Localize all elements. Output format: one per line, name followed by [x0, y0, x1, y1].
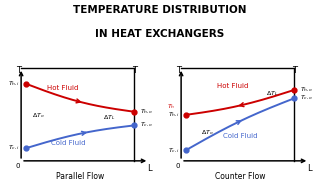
- Text: $T_{h,i}$: $T_{h,i}$: [8, 80, 20, 88]
- Text: $\Delta T_o$: $\Delta T_o$: [201, 128, 214, 137]
- Text: T: T: [16, 66, 21, 75]
- Text: T: T: [132, 66, 137, 75]
- Text: Counter Flow: Counter Flow: [215, 172, 265, 180]
- Text: TEMPERATURE DISTRIBUTION: TEMPERATURE DISTRIBUTION: [73, 5, 247, 15]
- Text: $T_{h,o}$: $T_{h,o}$: [300, 86, 314, 94]
- Text: Hot Fluid: Hot Fluid: [217, 83, 248, 89]
- Text: $T_{c,o}$: $T_{c,o}$: [300, 94, 313, 102]
- Text: $T_h$: $T_h$: [167, 102, 175, 111]
- Text: Cold Fluid: Cold Fluid: [223, 133, 257, 139]
- Text: L: L: [148, 164, 152, 173]
- Text: $T_{h,i}$: $T_{h,i}$: [168, 111, 180, 119]
- Text: $T_{c,i}$: $T_{c,i}$: [168, 146, 180, 154]
- Text: IN HEAT EXCHANGERS: IN HEAT EXCHANGERS: [95, 29, 225, 39]
- Text: $\Delta T_L$: $\Delta T_L$: [103, 114, 116, 123]
- Text: T: T: [292, 66, 297, 75]
- Text: Cold Fluid: Cold Fluid: [51, 140, 85, 146]
- Text: $T_{c,i}$: $T_{c,i}$: [8, 144, 20, 152]
- Text: 0: 0: [176, 163, 180, 169]
- Text: $T_{h,o}$: $T_{h,o}$: [140, 108, 154, 116]
- Text: Hot Fluid: Hot Fluid: [47, 85, 78, 91]
- Text: $\Delta T_o$: $\Delta T_o$: [33, 111, 45, 120]
- Text: Parallel Flow: Parallel Flow: [56, 172, 104, 180]
- Text: T: T: [176, 66, 181, 75]
- Text: L: L: [308, 164, 312, 173]
- Text: $\Delta T_L$: $\Delta T_L$: [266, 90, 278, 98]
- Text: 0: 0: [16, 163, 20, 169]
- Text: $T_{c,o}$: $T_{c,o}$: [140, 121, 153, 129]
